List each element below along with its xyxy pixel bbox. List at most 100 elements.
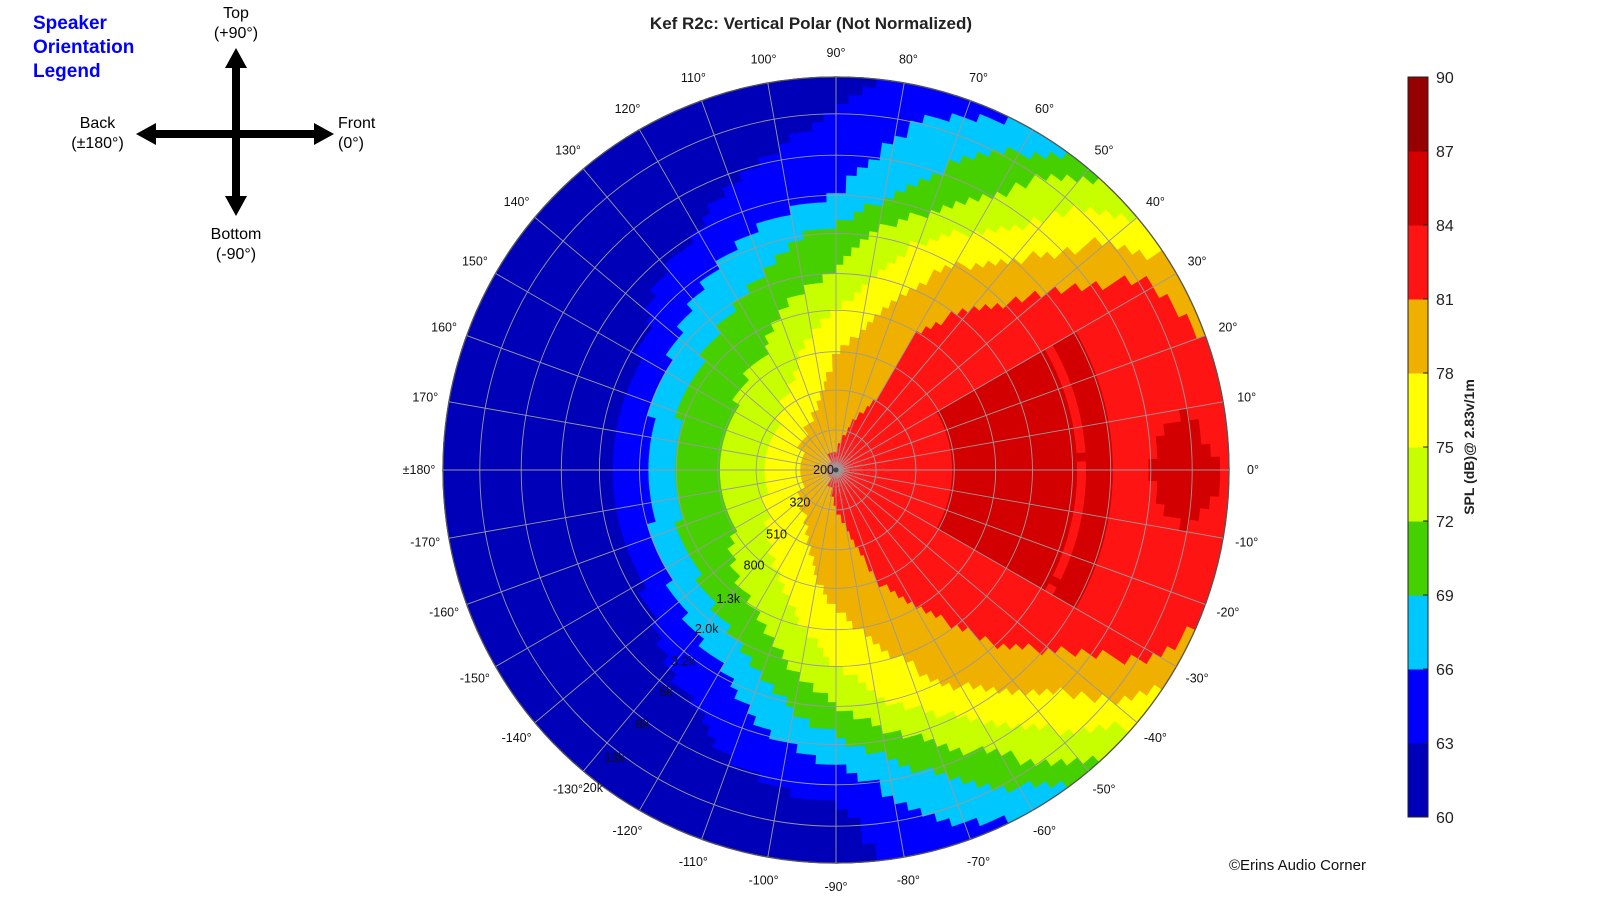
heat-cell (1087, 403, 1099, 417)
heat-cell (846, 494, 851, 504)
heat-cell (1014, 469, 1025, 477)
heat-cell (748, 527, 759, 537)
heat-cell (497, 552, 511, 568)
heat-cell (755, 558, 765, 570)
heat-cell (764, 503, 775, 511)
heat-cell (900, 529, 910, 539)
heat-cell (887, 529, 897, 539)
heat-cell (978, 458, 989, 465)
heat-cell (894, 491, 904, 497)
heat-cell (1133, 521, 1145, 536)
heat-cell (1020, 495, 1032, 505)
heat-cell (933, 509, 945, 518)
heat-cell (702, 520, 714, 529)
heat-cell (784, 576, 793, 587)
heat-cell (833, 487, 835, 498)
heat-cell (669, 553, 682, 565)
heat-cell (875, 751, 889, 763)
heat-cell (808, 487, 817, 495)
heat-cell (723, 520, 734, 530)
heat-cell (836, 559, 840, 569)
heat-cell (1147, 479, 1158, 493)
heat-cell (631, 490, 642, 500)
heat-cell (1138, 446, 1149, 460)
heat-cell (800, 475, 810, 479)
heat-cell (504, 470, 515, 483)
heat-cell (582, 522, 594, 534)
heat-cell (743, 572, 754, 584)
heat-cell (1127, 382, 1140, 397)
heat-cell (911, 770, 927, 783)
heat-cell (1130, 392, 1143, 407)
heat-cell (679, 812, 697, 828)
heat-cell (873, 507, 882, 516)
heat-cell (952, 532, 963, 542)
heat-cell (1005, 463, 1016, 470)
heat-cell (841, 477, 848, 485)
heat-cell (890, 590, 900, 602)
heat-cell (729, 531, 740, 541)
heat-cell (552, 508, 564, 521)
heat-cell (938, 565, 950, 576)
heat-cell (819, 692, 830, 703)
heat-cell (462, 508, 474, 524)
heat-cell (847, 808, 862, 819)
heat-cell (990, 553, 1003, 565)
heat-cell (1014, 475, 1025, 484)
heat-cell (728, 582, 739, 595)
heat-cell (683, 480, 694, 487)
heat-cell (763, 802, 779, 814)
heat-cell (935, 592, 946, 605)
heat-cell (886, 703, 898, 716)
heat-cell (884, 740, 897, 753)
heat-cell (843, 475, 852, 481)
heat-cell (978, 539, 990, 550)
heat-cell (524, 501, 536, 515)
heat-cell (864, 514, 872, 524)
heat-cell (1148, 457, 1159, 470)
heat-cell (811, 538, 817, 548)
heat-cell (907, 558, 918, 569)
heat-cell (641, 502, 653, 512)
heat-cell (976, 559, 989, 571)
heat-cell (817, 482, 825, 491)
heat-cell (913, 527, 924, 537)
heat-cell (783, 479, 793, 484)
heat-cell (863, 553, 871, 564)
heat-cell (845, 522, 850, 533)
heat-cell (1219, 468, 1230, 484)
heat-cell (904, 790, 920, 803)
heat-cell (844, 470, 855, 472)
heat-cell (1146, 595, 1161, 612)
heat-cell (761, 810, 777, 823)
heat-cell (734, 523, 746, 533)
heat-cell (742, 750, 756, 763)
heat-cell (567, 479, 578, 490)
heat-cell (726, 569, 738, 581)
heat-cell (523, 491, 535, 505)
heat-cell (732, 520, 744, 529)
heat-cell (542, 499, 554, 513)
heat-cell (1124, 552, 1138, 567)
heat-cell (869, 498, 878, 507)
heat-cell (1008, 618, 1022, 632)
heat-cell (740, 569, 751, 581)
heat-cell (873, 679, 884, 691)
heat-cell (492, 528, 505, 544)
heat-cell (955, 558, 967, 570)
heat-cell (757, 487, 768, 493)
heat-cell (828, 487, 832, 497)
heat-cell (836, 782, 849, 793)
heat-cell (836, 630, 843, 641)
heat-cell (512, 536, 525, 552)
heat-cell (836, 827, 851, 837)
heat-cell (755, 601, 766, 613)
heat-cell (478, 470, 488, 485)
heat-cell (1210, 441, 1221, 457)
heat-cell (755, 782, 771, 795)
heat-cell (904, 489, 914, 495)
heat-cell (851, 511, 857, 521)
heat-cell (737, 473, 747, 478)
heat-cell (855, 754, 869, 765)
heat-cell (849, 521, 854, 532)
